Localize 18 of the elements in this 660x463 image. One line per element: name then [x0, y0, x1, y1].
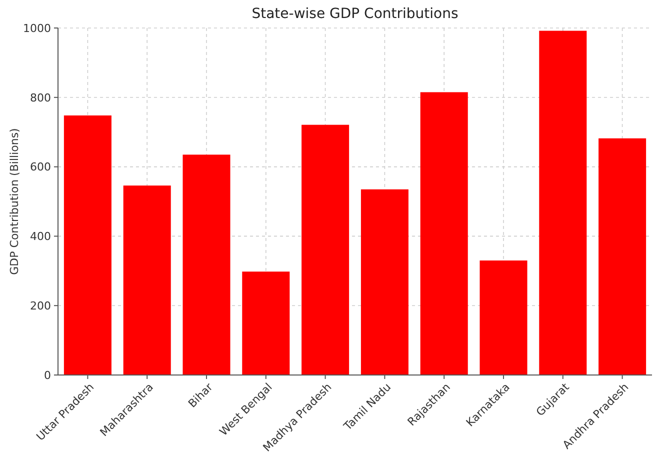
- bar: [420, 92, 468, 375]
- bar: [539, 30, 587, 375]
- bar: [182, 154, 230, 375]
- bar: [598, 138, 646, 375]
- chart-title: State-wise GDP Contributions: [252, 6, 458, 22]
- y-tick-label: 800: [30, 91, 51, 104]
- y-tick-label: 600: [30, 160, 51, 174]
- y-tick-label: 0: [44, 368, 51, 382]
- bar: [302, 124, 350, 375]
- y-tick-label: 400: [30, 230, 51, 244]
- bar: [64, 115, 112, 375]
- bar: [360, 189, 408, 375]
- y-axis-title: GDP Contribution (Billions): [8, 128, 21, 275]
- y-tick-label: 200: [30, 299, 51, 312]
- y-tick-label: 1000: [23, 22, 51, 35]
- bar: [242, 272, 290, 375]
- bar: [480, 260, 528, 375]
- bar: [123, 186, 171, 375]
